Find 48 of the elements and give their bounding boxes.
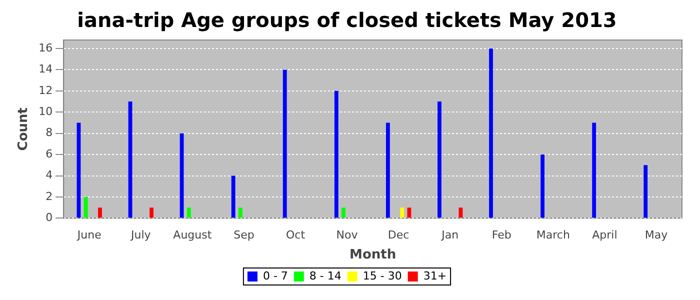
- y-tick-label: 0: [46, 211, 53, 224]
- legend-label: 31+: [423, 269, 447, 282]
- y-tick-label: 8: [46, 126, 53, 140]
- bar: [342, 208, 346, 218]
- legend-label: 15 - 30: [362, 269, 402, 282]
- bar: [128, 102, 132, 218]
- bar: [386, 122, 390, 218]
- bar: [186, 208, 191, 218]
- bar: [76, 122, 81, 218]
- x-tick-label: July: [130, 228, 152, 242]
- bar: [84, 196, 88, 218]
- x-tick-label: Dec: [388, 228, 410, 242]
- x-tick-label: Jan: [440, 228, 459, 242]
- bar: [282, 70, 287, 218]
- x-tick-label: April: [592, 228, 618, 242]
- x-tick-label: Feb: [492, 228, 512, 242]
- bar: [180, 133, 184, 218]
- bar: [592, 122, 596, 218]
- bar: [644, 165, 648, 218]
- chart-title: iana-trip Age groups of closed tickets May 2013: [77, 8, 617, 32]
- bar: [489, 48, 493, 218]
- x-tick-label: Oct: [286, 228, 306, 242]
- bar: [400, 208, 404, 218]
- bar: [540, 154, 544, 218]
- bar: [438, 102, 442, 218]
- y-axis-title: Count: [16, 108, 32, 151]
- bar: [334, 90, 338, 218]
- x-tick-label: May: [644, 228, 668, 242]
- bar: [238, 208, 242, 218]
- y-tick-label: 4: [46, 168, 53, 182]
- x-tick-label: Nov: [336, 228, 358, 242]
- y-tick-label: 14: [38, 62, 53, 76]
- bar: [407, 208, 412, 218]
- y-tick-label: 6: [46, 147, 53, 160]
- x-tick-label: Sep: [234, 228, 254, 242]
- y-tick-label: 2: [46, 190, 53, 203]
- y-tick-label: 16: [38, 41, 53, 54]
- y-tick-label: 10: [38, 104, 53, 118]
- legend-label: 0 - 7: [262, 269, 288, 282]
- bar: [98, 208, 102, 218]
- y-tick-label: 12: [38, 84, 53, 97]
- x-tick-label: August: [173, 228, 212, 242]
- bar: [150, 208, 154, 218]
- x-tick-label: March: [536, 228, 570, 242]
- x-tick-label: June: [76, 228, 102, 242]
- x-axis-title: Month: [350, 248, 396, 263]
- legend-label: 8 - 14: [309, 269, 342, 282]
- bar: [231, 176, 236, 218]
